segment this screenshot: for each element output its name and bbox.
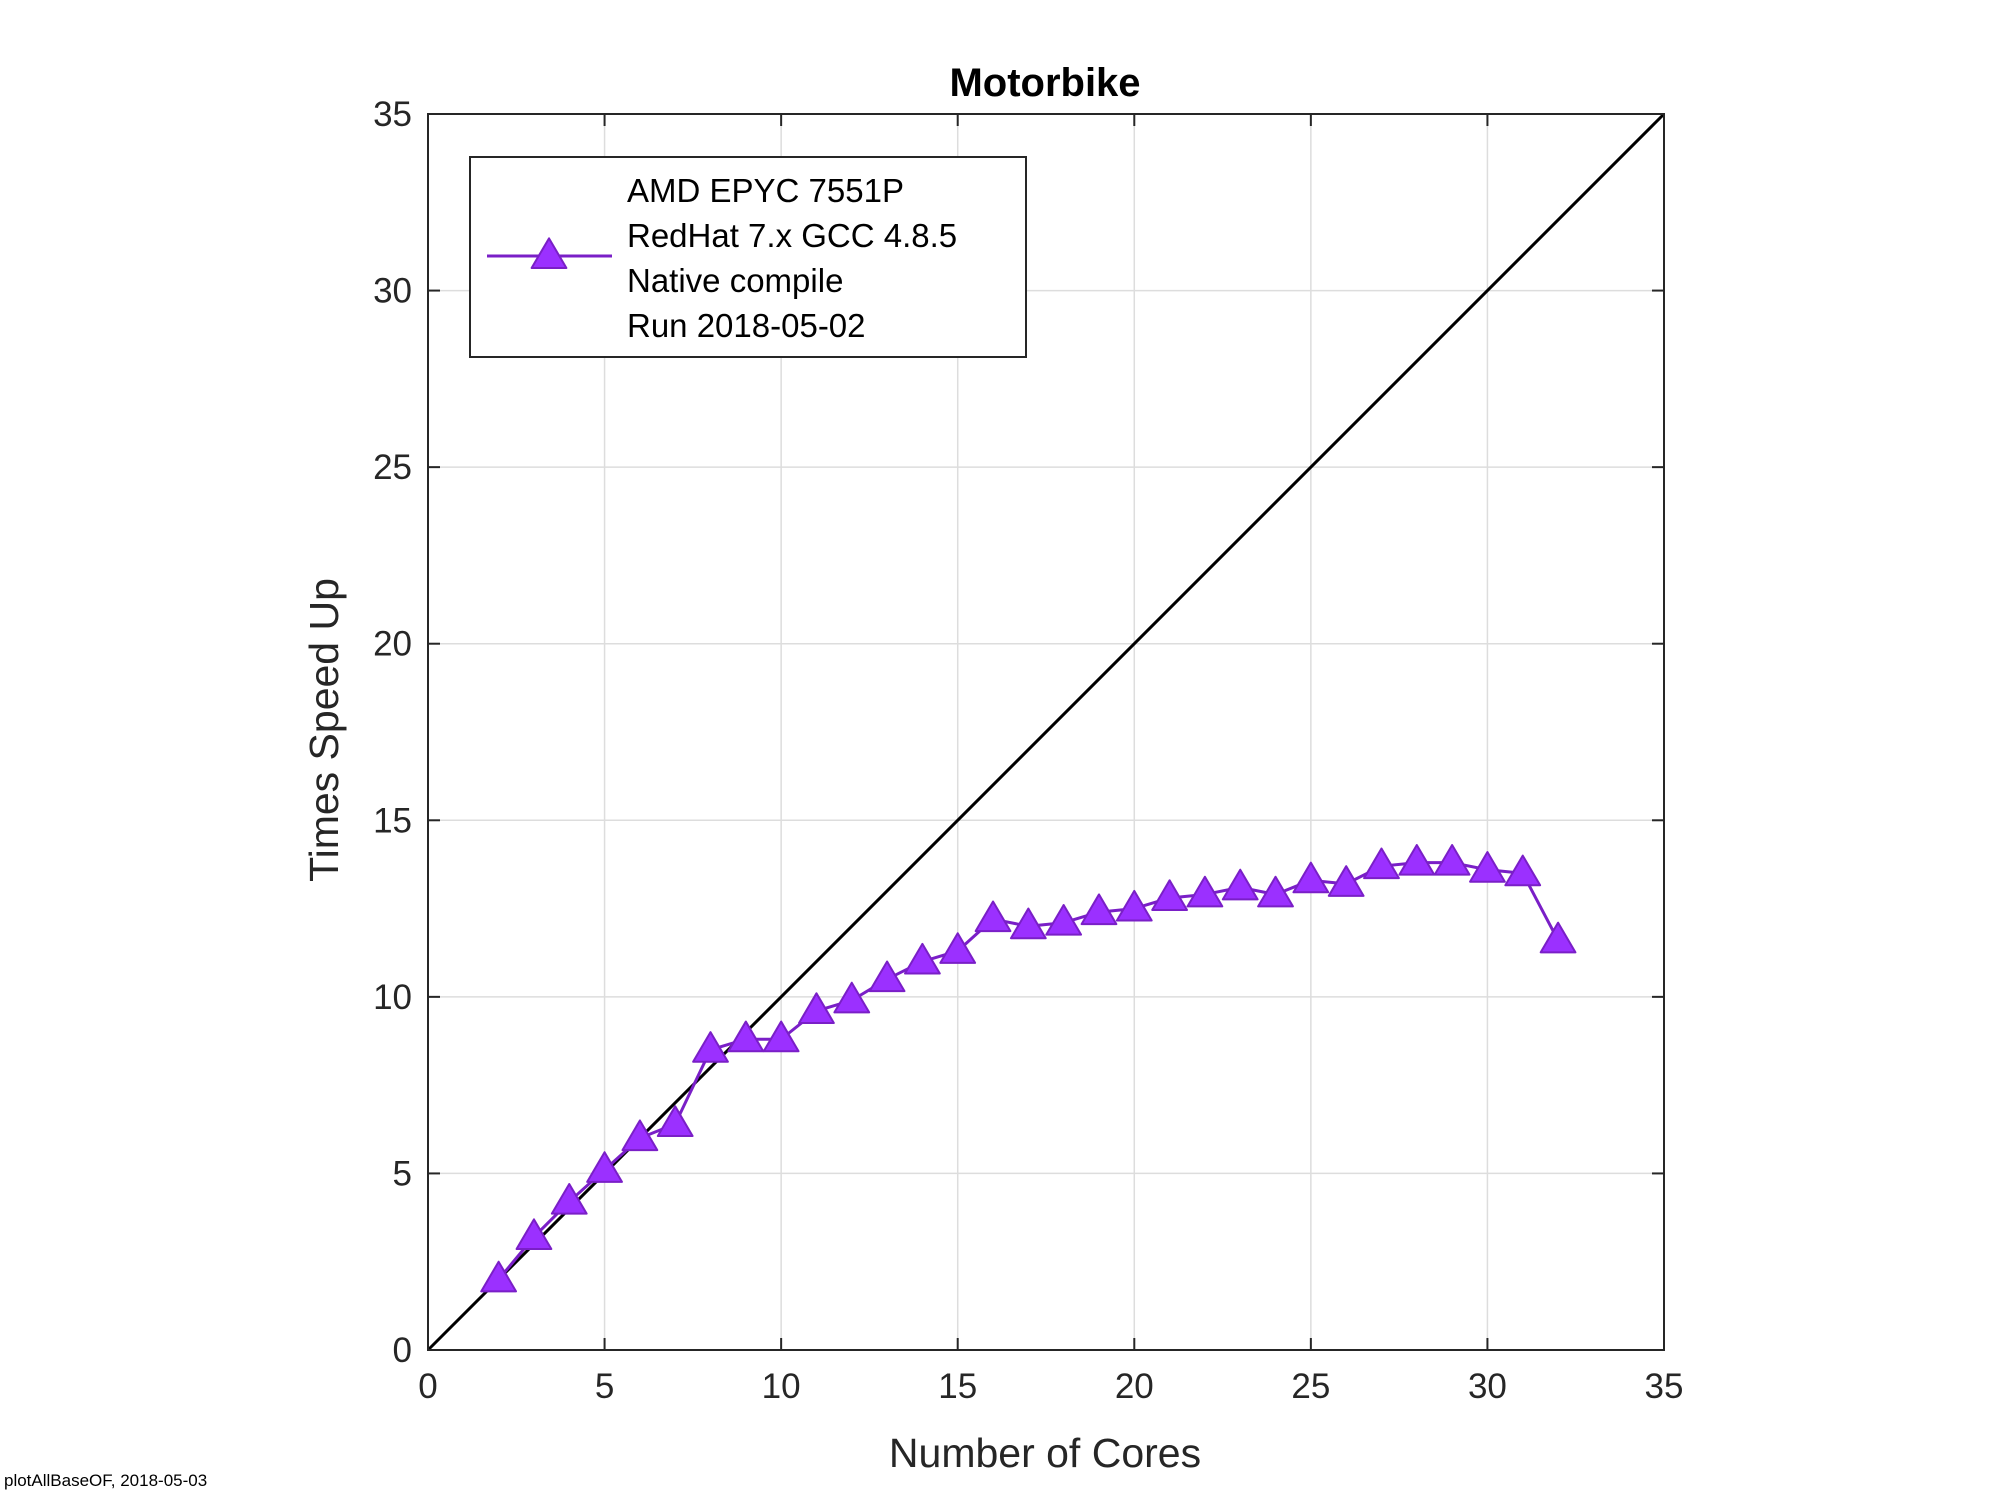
data-point-marker <box>833 981 871 1014</box>
data-point-marker <box>904 942 941 975</box>
data-point-marker <box>1398 843 1436 876</box>
data-point-marker <box>656 1105 694 1137</box>
data-point-marker <box>762 1020 800 1053</box>
data-point-marker <box>550 1183 588 1215</box>
x-tick-label: 30 <box>1468 1367 1507 1406</box>
data-point-marker <box>1115 889 1153 922</box>
data-point-marker <box>1363 847 1400 880</box>
data-point-marker <box>1009 907 1047 940</box>
data-point-marker <box>1221 868 1259 901</box>
data-point-marker <box>1469 851 1506 883</box>
y-tick-label: 15 <box>373 801 412 840</box>
x-tick-label: 10 <box>762 1367 801 1406</box>
x-tick-label: 20 <box>1115 1367 1154 1406</box>
plot-area-frame <box>427 113 1665 1351</box>
x-tick-label: 25 <box>1291 1367 1330 1406</box>
legend-line-1: AMD EPYC 7551P <box>627 172 904 209</box>
legend-triangle-marker <box>530 237 568 269</box>
grid-lines <box>427 113 1665 1351</box>
y-tick-label: 35 <box>373 95 412 134</box>
data-point-marker <box>1433 843 1471 876</box>
legend-line-3: Native compile <box>627 262 843 299</box>
data-point-marker <box>1080 893 1118 926</box>
x-tick-label: 15 <box>938 1367 977 1406</box>
y-tick-label: 5 <box>393 1154 412 1193</box>
y-tick-label: 30 <box>373 272 412 311</box>
data-point-marker <box>621 1119 659 1152</box>
data-point-marker <box>939 932 977 964</box>
data-point-marker <box>868 960 906 993</box>
data-point-marker <box>480 1260 518 1293</box>
legend: AMD EPYC 7551P RedHat 7.x GCC 4.8.5 Nati… <box>469 156 1027 358</box>
data-point-marker <box>1045 904 1083 936</box>
data-point-marker <box>586 1151 623 1183</box>
legend-line-2: RedHat 7.x GCC 4.8.5 <box>627 217 957 254</box>
data-point-marker <box>1539 921 1577 954</box>
footer-caption: plotAllBaseOF, 2018-05-03 <box>4 1471 208 1490</box>
x-axis-label: Number of Cores <box>889 1430 1201 1476</box>
x-tick-label: 35 <box>1645 1367 1684 1406</box>
data-point-marker <box>1151 879 1188 911</box>
data-point-marker <box>1257 875 1294 908</box>
x-tick-label: 5 <box>595 1367 614 1406</box>
data-point-marker <box>692 1031 729 1063</box>
data-point-marker <box>1504 854 1542 887</box>
y-tick-label: 10 <box>373 978 412 1017</box>
data-point-marker <box>798 992 835 1024</box>
y-tick-label: 20 <box>373 625 412 664</box>
data-point-marker <box>1292 861 1330 894</box>
data-point-marker <box>974 900 1012 933</box>
data-markers <box>480 843 1577 1293</box>
data-point-marker <box>727 1020 765 1053</box>
data-point-marker <box>1186 875 1224 908</box>
y-tick-label: 0 <box>393 1331 412 1370</box>
y-axis-label: Times Speed Up <box>301 578 347 882</box>
tick-labels: 0 5 10 15 20 25 30 35 0 5 10 15 20 25 30 35 <box>373 95 1683 1406</box>
x-tick-label: 0 <box>418 1367 437 1406</box>
data-point-marker <box>1327 865 1365 897</box>
legend-line-4: Run 2018-05-02 <box>627 307 866 344</box>
data-point-marker <box>515 1218 553 1250</box>
y-tick-label: 25 <box>373 448 412 487</box>
chart-title: Motorbike <box>949 61 1140 105</box>
